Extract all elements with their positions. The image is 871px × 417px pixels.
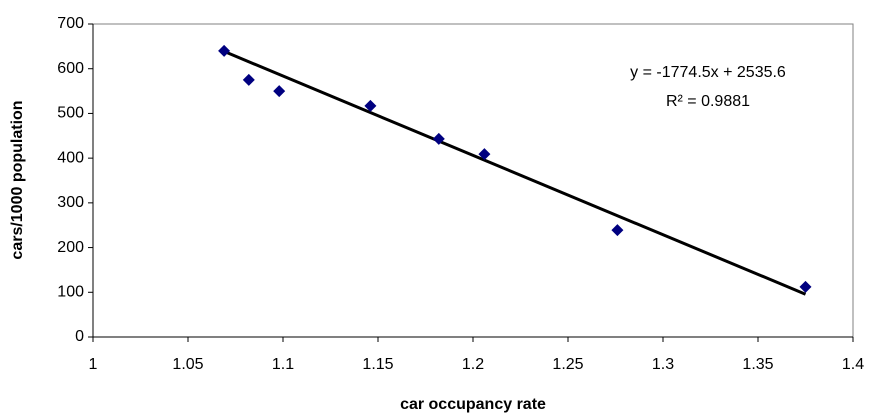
data-point [218,44,231,57]
x-tick-label: 1.3 [652,356,674,373]
x-tick-label: 1.25 [552,356,583,373]
y-tick-label: 700 [57,15,84,32]
y-tick-label: 200 [57,239,84,256]
x-tick-label: 1 [89,356,98,373]
trendline-equation: y = -1774.5x + 2535.6 [630,64,786,81]
r-squared: R² = 0.9881 [666,93,750,110]
data-point [432,132,445,145]
data-point [799,280,812,293]
data-point [364,99,377,112]
data-point [242,73,255,86]
x-tick-label: 1.2 [462,356,484,373]
x-tick-label: 1.1 [272,356,294,373]
y-tick-label: 500 [57,105,84,122]
y-tick-label: 0 [75,328,84,345]
x-axis-label: car occupancy rate [400,396,546,413]
y-tick-label: 400 [57,149,84,166]
data-point [478,148,491,161]
trendline [223,50,807,296]
data-point [273,85,286,98]
x-tick-label: 1.05 [172,356,203,373]
y-tick-label: 600 [57,60,84,77]
y-tick-label: 100 [57,284,84,301]
x-tick-label: 1.15 [362,356,393,373]
y-tick-label: 300 [57,194,84,211]
y-axis-label: cars/1000 population [9,100,26,259]
data-point [611,224,624,237]
x-tick-label: 1.4 [842,356,864,373]
x-tick-label: 1.35 [742,356,773,373]
